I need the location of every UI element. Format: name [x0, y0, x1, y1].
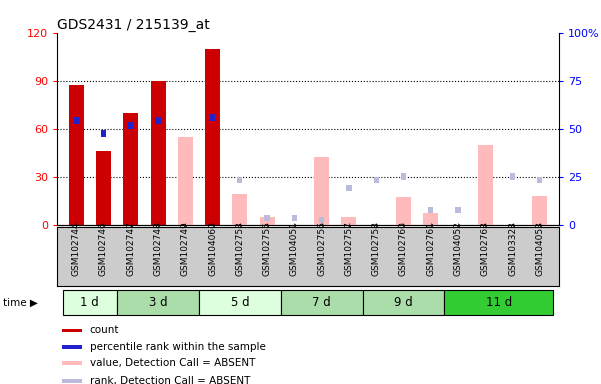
Bar — [156, 118, 160, 124]
Bar — [96, 151, 111, 225]
Bar — [291, 215, 297, 222]
Text: GDS2431 / 215139_at: GDS2431 / 215139_at — [57, 18, 210, 31]
Bar — [69, 86, 84, 225]
FancyBboxPatch shape — [63, 290, 117, 315]
Text: 7 d: 7 d — [313, 296, 331, 309]
Bar — [237, 177, 242, 183]
Bar — [374, 177, 379, 183]
FancyBboxPatch shape — [199, 290, 281, 315]
Text: 9 d: 9 d — [394, 296, 413, 309]
Text: rank, Detection Call = ABSENT: rank, Detection Call = ABSENT — [90, 376, 250, 384]
Text: 1 d: 1 d — [81, 296, 99, 309]
Bar — [123, 113, 138, 225]
Text: 11 d: 11 d — [486, 296, 512, 309]
FancyBboxPatch shape — [117, 290, 199, 315]
Bar — [178, 137, 193, 225]
Bar — [532, 196, 548, 225]
Bar — [423, 214, 438, 225]
Bar — [260, 217, 275, 225]
Bar — [264, 215, 270, 222]
Text: count: count — [90, 326, 119, 336]
Bar — [62, 329, 82, 332]
Bar — [62, 361, 82, 365]
Bar — [537, 177, 543, 183]
FancyBboxPatch shape — [362, 290, 444, 315]
Bar — [73, 118, 79, 124]
Bar — [510, 174, 515, 180]
Text: percentile rank within the sample: percentile rank within the sample — [90, 342, 266, 352]
Bar — [428, 207, 433, 214]
Bar — [456, 207, 460, 214]
Bar — [210, 114, 215, 121]
Bar — [478, 145, 493, 225]
Bar — [62, 345, 82, 349]
Bar — [319, 217, 325, 223]
Text: time ▶: time ▶ — [3, 297, 38, 308]
Text: 3 d: 3 d — [148, 296, 167, 309]
Bar — [62, 379, 82, 382]
Bar — [233, 194, 248, 225]
Bar — [341, 217, 356, 225]
Bar — [150, 81, 165, 225]
Bar — [101, 130, 106, 137]
Text: 5 d: 5 d — [231, 296, 249, 309]
Bar — [314, 157, 329, 225]
Bar — [346, 185, 352, 191]
Text: value, Detection Call = ABSENT: value, Detection Call = ABSENT — [90, 358, 255, 368]
Bar — [128, 122, 133, 129]
Bar — [205, 49, 220, 225]
FancyBboxPatch shape — [444, 290, 554, 315]
Bar — [396, 197, 411, 225]
Bar — [401, 174, 406, 180]
FancyBboxPatch shape — [281, 290, 362, 315]
